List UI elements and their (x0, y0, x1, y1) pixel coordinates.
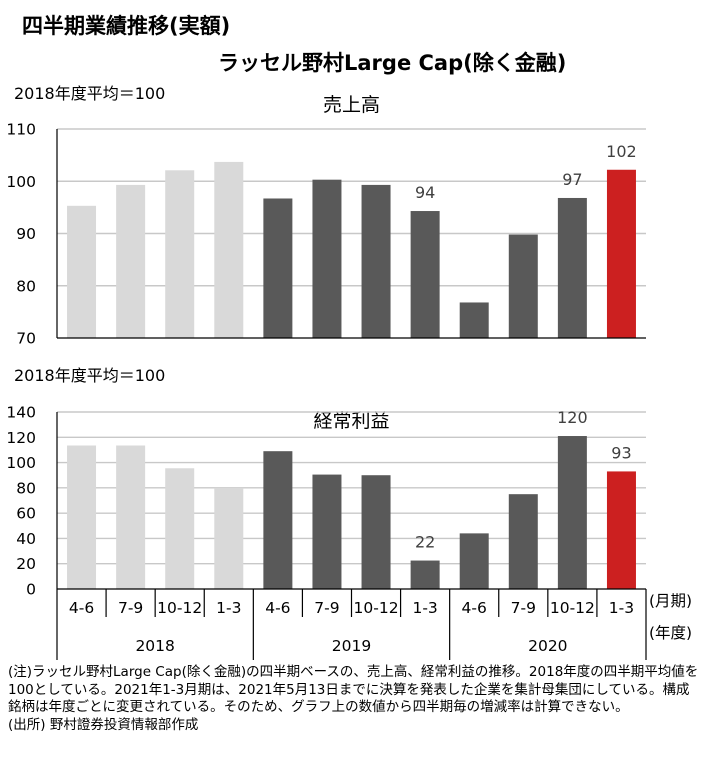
x-quarter-label: 7-9 (314, 599, 339, 617)
profit-y-tick-label: 140 (6, 404, 36, 422)
chart-subtitle: ラッセル野村Large Cap(除く金融) (218, 51, 567, 75)
sales-bar (508, 234, 538, 338)
x-quarter-label: 7-9 (118, 599, 143, 617)
profit-y-tick-label: 80 (16, 479, 36, 497)
sales-bar (214, 161, 244, 338)
sales-data-label: 94 (415, 183, 435, 202)
x-quarter-label: 4-6 (69, 599, 94, 617)
x-quarter-label: 10-12 (550, 599, 595, 617)
profit-y-tick-label: 0 (26, 581, 36, 599)
quarter-unit-label: (月期) (649, 592, 692, 610)
profit-bar (557, 436, 587, 589)
sales-data-label: 102 (606, 142, 637, 161)
x-quarter-label: 10-12 (157, 599, 202, 617)
profit-bar (263, 451, 293, 589)
sales-bar (361, 184, 391, 338)
sales-y-tick-label: 100 (6, 173, 36, 191)
profit-data-label: 93 (611, 443, 631, 462)
source-text: (出所) 野村證券投資情報部作成 (8, 716, 199, 733)
sales-y-tick-label: 80 (16, 277, 36, 295)
profit-bar (67, 445, 97, 589)
profit-data-label: 120 (557, 408, 588, 427)
sales-data-label: 97 (562, 170, 582, 189)
x-year-label: 2018 (135, 637, 174, 655)
profit-y-tick-label: 20 (16, 555, 36, 573)
profit-chart-title: 経常利益 (313, 410, 389, 432)
x-quarter-label: 1-3 (216, 599, 241, 617)
sales-bar (606, 169, 636, 338)
profit-bar (410, 560, 440, 589)
x-quarter-label: 4-6 (462, 599, 487, 617)
sales-base-label: 2018年度平均＝100 (14, 84, 166, 103)
footnote: (注)ラッセル野村Large Cap(除く金融)の四半期ベースの、売上高、経常利… (8, 664, 700, 734)
charts-canvas: 売上高 70 80 90 100 110 94 97 102 経常利益 0 20 40 60 80 100 12… (6, 94, 692, 660)
profit-y-tick-label: 40 (16, 530, 36, 548)
profit-bar (116, 445, 146, 589)
year-unit-label: (年度) (649, 624, 692, 642)
sales-bar (312, 179, 342, 338)
sales-bar (165, 170, 195, 338)
x-quarter-label: 4-6 (265, 599, 290, 617)
sales-bar (263, 198, 293, 338)
sales-y-tick-label: 110 (6, 121, 36, 139)
profit-bar (459, 533, 489, 589)
profit-y-tick-label: 60 (16, 505, 36, 523)
profit-bar (606, 471, 636, 589)
profit-bar (508, 494, 538, 589)
profit-y-tick-label: 100 (6, 454, 36, 472)
sales-y-tick-label: 90 (16, 225, 36, 243)
footnote-text: (注)ラッセル野村Large Cap(除く金融)の四半期ベースの、売上高、経常利… (8, 664, 699, 715)
profit-base-label: 2018年度平均＝100 (14, 366, 166, 385)
sales-bar (410, 211, 440, 338)
x-year-label: 2019 (332, 637, 371, 655)
page-title: 四半期業績推移(実額) (22, 14, 231, 38)
profit-bar (165, 468, 195, 589)
profit-data-label: 22 (415, 533, 435, 552)
sales-bar (557, 197, 587, 338)
x-quarter-label: 7-9 (511, 599, 536, 617)
sales-chart-title: 売上高 (323, 94, 380, 116)
x-quarter-label: 1-3 (609, 599, 634, 617)
sales-bar (116, 184, 146, 338)
x-quarter-label: 1-3 (412, 599, 437, 617)
sales-y-tick-label: 70 (16, 330, 36, 348)
sales-bar (67, 205, 97, 338)
profit-bar (312, 474, 342, 589)
profit-bar (361, 475, 391, 589)
x-year-label: 2020 (528, 637, 567, 655)
profit-bar (214, 487, 244, 589)
profit-y-tick-label: 120 (6, 429, 36, 447)
x-quarter-label: 10-12 (354, 599, 399, 617)
sales-bar (459, 302, 489, 338)
